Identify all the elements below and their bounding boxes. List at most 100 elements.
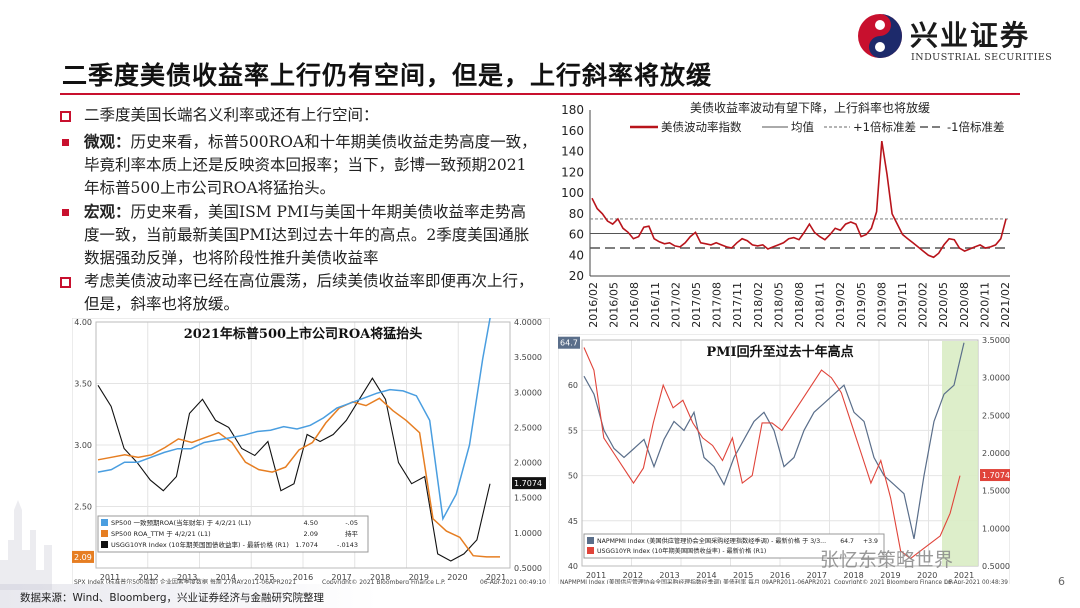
- x-tick-label: 2016/02: [587, 282, 600, 328]
- chart-title: 美债收益率波动有望下降，上行斜率也将放缓: [690, 100, 930, 115]
- y-right-tick-label: 1.5000: [514, 494, 542, 503]
- x-tick-label: 2020/11: [978, 282, 991, 328]
- watermark: 张忆东策略世界: [820, 549, 954, 571]
- x-tick-label: 2020/02: [917, 282, 930, 328]
- y-tick-label: 80: [569, 207, 584, 221]
- y-right-tick-label: 1.0000: [514, 529, 542, 538]
- x-tick-label: 2019/05: [855, 282, 868, 328]
- legend-change: +3.9: [863, 538, 878, 545]
- legend-label: USGG10YR Index (10年期美国国债收益率) - 最新价格 (R1): [597, 547, 766, 555]
- filled-square-icon: [62, 139, 69, 146]
- page-title: 二季度美债收益率上行仍有空间，但是，上行斜率将放缓: [62, 61, 713, 90]
- y-right-tick-label: 2.5000: [982, 411, 1010, 420]
- x-tick-label: 2017/05: [690, 282, 703, 328]
- chart-title: 2021年标普500上市公司ROA将猛抬头: [184, 326, 423, 342]
- series-line-10y: [97, 377, 491, 562]
- left-value-tag: [72, 550, 94, 563]
- bullet-text: 历史来看，标普500ROA和十年期美债收益走势高度一致，毕竟利率本质上还是反映资…: [84, 133, 537, 197]
- y-tick-label: 2.50: [74, 503, 92, 512]
- legend-change: 持平: [345, 529, 359, 538]
- chart-title: PMI回升至过去十年高点: [706, 344, 853, 360]
- roa-chart-svg: 2.50 3.00 3.50 4.00 0.5000 1.0000 1.5000 2.0000…: [72, 318, 550, 588]
- legend-label: NAPMPMI Index (美国供应管理协会全国采购经理指数经季调) - 最新…: [597, 537, 826, 545]
- x-tick-label: 2018/11: [814, 282, 827, 328]
- volatility-chart-svg: 美债收益率波动有望下降，上行斜率也将放缓 20 40 60 80 100 120 140 160…: [561, 100, 1012, 328]
- source-note: 数据来源：Wind、Bloomberg，兴业证券经济与金融研究院整理: [20, 592, 325, 604]
- hollow-square-icon: [60, 111, 71, 122]
- filled-square-icon: [62, 209, 69, 216]
- x-tick-label: 2018/05: [772, 282, 785, 328]
- bullet-text: 考虑美债波动率已经在高位震荡，后续美债收益率即便再次上行，但是，斜率也将放缓。: [84, 272, 534, 313]
- bullet-item: 二季度美国长端名义利率或还有上行空间：: [60, 104, 538, 130]
- legend-label: USGG10YR Index (10年期美国国债收益率) - 最新价格 (R1): [111, 540, 289, 549]
- legend-swatch: [587, 537, 594, 544]
- legend-swatch: [101, 530, 108, 537]
- y-tick-label: 3.00: [74, 441, 92, 450]
- chart-copyright: Copyright© 2021 Bloomberg Finance L.P.: [322, 579, 446, 586]
- bullet-item: 考虑美债波动率已经在高位震荡，后续美债收益率即便再次上行，但是，斜率也将放缓。: [60, 270, 538, 316]
- legend-label: +1倍标准差: [853, 120, 916, 134]
- y-right-tick-label: 2.0000: [982, 449, 1010, 458]
- x-tick-label: 2011: [100, 573, 120, 582]
- x-tick-label: 2017: [807, 571, 827, 580]
- x-tick-label: 2019/02: [834, 282, 847, 328]
- x-tick-label: 2015: [733, 571, 753, 580]
- footer-band: [0, 584, 1080, 608]
- y-tick-label: 55: [568, 426, 578, 435]
- x-tick-label: 2013: [659, 571, 679, 580]
- y-tick-label: 60: [568, 381, 578, 390]
- x-tick-label: 2013: [177, 573, 197, 582]
- x-tick-label: 2017/02: [669, 282, 682, 328]
- x-tick-label: 2020/08: [958, 282, 971, 328]
- x-tick-label: 2017/08: [711, 282, 724, 328]
- legend-change: -.05: [345, 519, 358, 527]
- x-tick-label: 2016/08: [628, 282, 641, 328]
- y-right-tick-label: 0.5000: [514, 564, 542, 573]
- page-number: 6: [1058, 575, 1065, 588]
- legend-value: 4.50: [304, 519, 318, 527]
- legend-swatch: [587, 547, 594, 554]
- x-tick-label: 2020/05: [937, 282, 950, 328]
- bullet-bold-lead: 宏观：: [84, 202, 131, 221]
- x-tick-label: 2019/11: [896, 282, 909, 328]
- chart-timestamp: 06-Apr-2021 00:48:39: [944, 580, 1008, 586]
- legend-swatch: [101, 541, 108, 548]
- x-tick-label: 2017/11: [731, 282, 744, 328]
- x-tick-label: 2017: [331, 573, 351, 582]
- bullet-text: 历史来看，美国ISM PMI与美国十年期美债收益率走势高度一致，当前最新美国PM…: [84, 203, 530, 267]
- y-right-tick-label: 1.5000: [982, 487, 1010, 496]
- y-right-tick-label: 2.5000: [514, 423, 542, 432]
- y-tick-label: 100: [561, 186, 584, 200]
- y-right-tick-label: 3.0000: [514, 388, 542, 397]
- pmi-chart-svg: 40 45 50 55 60 0.5000 1.0000 1.5000 2.0000 2.5000…: [558, 334, 1010, 586]
- x-tick-label: 2016: [293, 573, 313, 582]
- logo-chinese-name: 兴业证券: [910, 19, 1031, 52]
- x-tick-label: 2021/02: [999, 282, 1012, 328]
- y-tick-label: 4.00: [74, 318, 92, 327]
- right-value-tag: [980, 469, 1010, 482]
- legend-value: 1.7074: [295, 541, 318, 549]
- series-line-roa-consensus: [97, 318, 491, 522]
- y-right-tick-label: 3.0000: [982, 374, 1010, 383]
- y-right-tick-label: 3.5000: [982, 336, 1010, 345]
- legend-box: [97, 515, 369, 553]
- y-tick-label: 180: [561, 103, 584, 117]
- x-tick-label: 2016/11: [649, 282, 662, 328]
- chart-timestamp: 06-Apr-2021 00:49:10: [480, 579, 546, 586]
- legend-label: SP500 ROA_TTM 于 4/2/21 (L1): [111, 530, 211, 538]
- x-tick-label: 2015: [254, 573, 274, 582]
- plot-area: [95, 321, 511, 569]
- y-right-tick-label: 0.5000: [982, 562, 1010, 571]
- y-tick-label: 40: [568, 562, 578, 571]
- x-tick-label: 2011: [586, 571, 606, 580]
- y-tick-label: 45: [568, 517, 578, 526]
- hollow-square-icon: [60, 277, 71, 288]
- x-tick-label: 2016/05: [608, 282, 621, 328]
- bullet-list: 二季度美国长端名义利率或还有上行空间： 微观：历史来看，标普500ROA和十年期…: [60, 104, 538, 316]
- right-value-tag-label: 1.7074: [514, 479, 542, 488]
- x-tick-label: 2014: [696, 571, 716, 580]
- y-right-tick-label: 2.0000: [514, 459, 542, 468]
- legend-label: 均值: [791, 120, 814, 134]
- series-line-roa-ttm: [97, 397, 500, 558]
- x-tick-label: 2019/08: [875, 282, 888, 328]
